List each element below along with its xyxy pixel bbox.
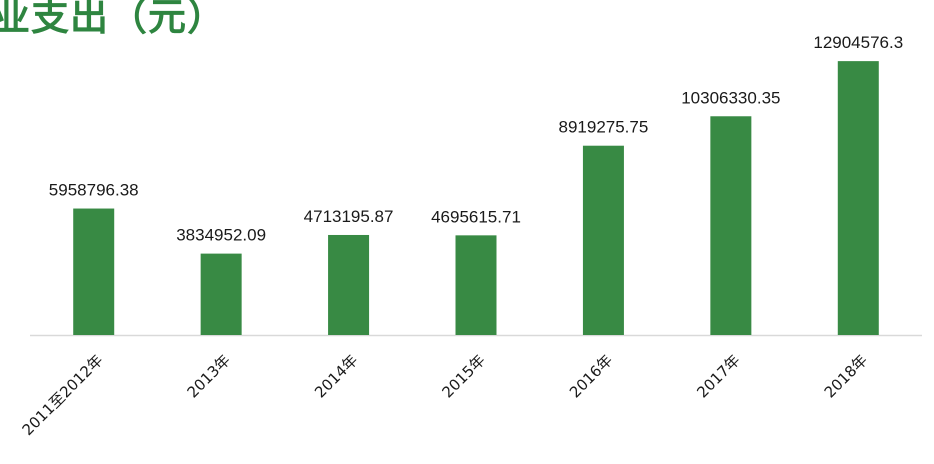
category-label-6: 2017年 [693,351,743,401]
bar-7 [837,61,879,335]
bar-6 [710,116,752,336]
category-labels-group: 2011至2012年 2013年 2014年 2015年 2016年 2017年 2018年 [19,351,872,439]
value-label-4: 4695615.71 [431,207,521,226]
category-label-4: 2015年 [438,351,488,401]
value-label-6: 10306330.35 [681,88,780,107]
category-label-2: 2013年 [184,351,234,401]
category-label-3: 2014年 [311,351,361,401]
value-label-5: 8919275.75 [559,118,649,137]
bar-4 [455,235,497,335]
bar-2 [200,253,242,335]
value-label-7: 12904576.3 [813,33,903,52]
value-label-1: 5958796.38 [49,181,139,200]
category-label-5: 2016年 [566,351,616,401]
bar-5 [582,145,624,335]
chart-title: 业支出（元） [0,0,227,39]
bars-group [73,61,879,336]
category-label-1: 2011至2012年 [19,351,107,439]
bar-1 [73,208,115,335]
value-label-3: 4713195.87 [304,207,394,226]
value-labels-group: 5958796.38 3834952.09 4713195.87 4695615.71… [49,33,903,244]
bar-3 [328,234,370,335]
category-label-7: 2018年 [821,351,871,401]
value-label-2: 3834952.09 [176,226,266,245]
